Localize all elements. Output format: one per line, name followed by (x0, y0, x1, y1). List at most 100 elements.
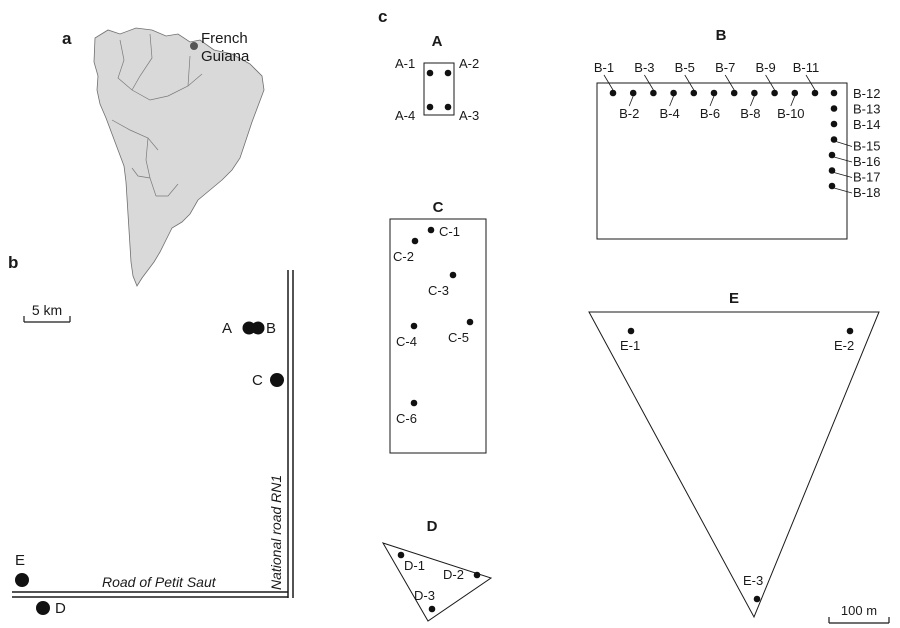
tree-marker (473, 571, 481, 579)
plot-a-title: A (432, 33, 443, 50)
tree-label-b-2: B-2 (619, 106, 639, 121)
leader-line (835, 141, 853, 147)
site-c-marker (270, 373, 284, 387)
tree-marker (627, 327, 635, 335)
leader-line (833, 156, 853, 163)
tree-marker (670, 89, 677, 97)
site-d-label: D (55, 600, 66, 617)
tree-label-c-4: C-4 (396, 334, 417, 349)
road-petit-saut-label: Road of Petit Saut (102, 574, 217, 590)
tree-label-b-5: B-5 (675, 60, 695, 75)
tree-marker (449, 271, 457, 279)
plot-b-top-row: B-1 B-2 B-3 B-4 B-5 B-6 B-7 B-8 B-9 B-10 B-11 (594, 60, 819, 121)
tree-label-c-2: C-2 (393, 249, 414, 264)
leader-line (628, 95, 634, 107)
plot-c: C C-1 C-2 C-3 C-4 C-5 C-6 (389, 199, 487, 454)
plot-b-title: B (716, 27, 727, 44)
leader-line (790, 95, 796, 107)
tree-label-b-10: B-10 (777, 106, 804, 121)
french-guiana-label-2: Guiana (201, 48, 250, 65)
site-a-label: A (222, 320, 232, 337)
tree-label-b-4: B-4 (659, 106, 679, 121)
tree-marker (427, 226, 435, 234)
country-borders (111, 33, 203, 197)
tree-marker (444, 69, 452, 77)
tree-marker (830, 120, 838, 128)
tree-label-c-6: C-6 (396, 411, 417, 426)
french-guiana-marker (190, 42, 198, 50)
tree-label-b-12: B-12 (853, 86, 880, 101)
leader-line (669, 95, 674, 107)
tree-label-e-2: E-2 (834, 338, 854, 353)
tree-marker (629, 89, 637, 97)
plot-b: B B-1 B-2 B-3 B-4 B-5 B-6 B-7 B-8 B-9 B-10 B-11 B-… (594, 27, 880, 240)
tree-label-b-11: B-11 (793, 60, 820, 75)
tree-marker (828, 151, 836, 159)
tree-marker (828, 182, 836, 190)
tree-label-d-2: D-2 (443, 567, 464, 582)
tree-label-c-3: C-3 (428, 283, 449, 298)
site-b-label: B (266, 320, 276, 337)
tree-marker (609, 89, 617, 97)
tree-label-a-1: A-1 (395, 56, 415, 71)
plot-d-title: D (427, 518, 438, 535)
tree-label-d-1: D-1 (404, 558, 425, 573)
tree-marker (710, 89, 718, 97)
tree-marker (791, 89, 799, 97)
leader-line (709, 95, 715, 107)
tree-label-a-3: A-3 (459, 108, 479, 123)
tree-label-b-6: B-6 (700, 106, 720, 121)
tree-label-b-9: B-9 (755, 60, 775, 75)
tree-label-b-3: B-3 (634, 60, 654, 75)
road-petit-saut (12, 591, 288, 598)
tree-marker (410, 399, 418, 407)
tree-marker (650, 89, 657, 97)
site-e-marker (15, 573, 29, 587)
tree-label-b-13: B-13 (853, 102, 880, 117)
tree-label-b-16: B-16 (853, 154, 880, 169)
plot-d: D D-1 D-2 D-3 (381, 518, 493, 622)
site-d-marker (36, 601, 50, 615)
site-a-marker (242, 321, 256, 335)
tree-label-e-1: E-1 (620, 338, 640, 353)
tree-marker (466, 318, 474, 326)
leader-line (750, 95, 755, 107)
tree-marker (811, 89, 819, 97)
tree-label-b-18: B-18 (853, 185, 880, 200)
tree-label-b-15: B-15 (853, 139, 880, 154)
leader-line (765, 74, 775, 91)
tree-label-a-2: A-2 (459, 56, 479, 71)
scale-bar-5km: 5 km (23, 302, 71, 323)
tree-marker (753, 595, 761, 603)
leader-line (833, 172, 853, 178)
site-c-label: C (252, 372, 263, 389)
tree-label-e-3: E-3 (743, 573, 763, 588)
tree-marker (830, 89, 838, 97)
tree-marker (410, 322, 418, 330)
tree-marker (830, 136, 838, 143)
leader-line (724, 74, 735, 91)
leader-line (805, 74, 816, 91)
leader-line (833, 187, 853, 194)
tree-marker (828, 167, 836, 174)
plot-a: A A-1 A-2 A-3 A-4 (395, 33, 479, 123)
panel-b-letter: b (8, 253, 18, 272)
scale-bar-100m: 100 m (828, 603, 890, 624)
south-america-map: French Guiana (93, 27, 265, 287)
tree-label-b-1: B-1 (594, 60, 614, 75)
tree-label-c-1: C-1 (439, 224, 460, 239)
site-b-marker (251, 321, 265, 335)
tree-label-b-14: B-14 (853, 117, 880, 132)
tree-marker (690, 89, 698, 97)
tree-label-b-17: B-17 (853, 170, 880, 185)
plot-e: E E-1 E-2 E-3 (588, 290, 880, 619)
tree-marker (846, 327, 854, 335)
tree-marker (751, 89, 758, 97)
tree-marker (411, 237, 419, 245)
tree-marker (428, 605, 436, 613)
plot-b-right-column: B-12B-13B-14 B-15B-16B-17B-18 (828, 86, 880, 200)
tree-marker (730, 89, 738, 97)
site-e-label: E (15, 552, 25, 569)
panel-c-letter: c (378, 7, 387, 26)
